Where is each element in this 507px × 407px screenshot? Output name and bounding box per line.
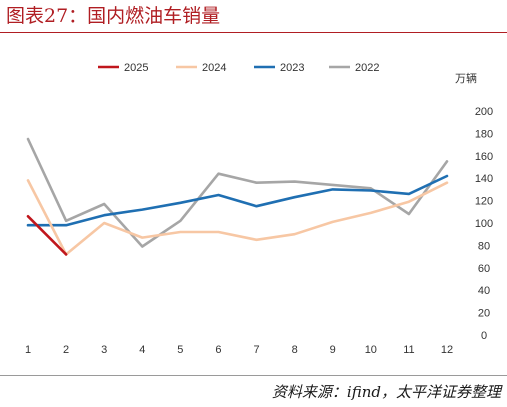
series-line-2024 xyxy=(26,179,449,256)
legend-label: 2024 xyxy=(202,62,226,74)
x-tick-label: 11 xyxy=(403,344,414,356)
legend-item-2025: 2025 xyxy=(98,62,148,74)
y-axis: 0 20 40 60 80 100 120 140 160 180 200 xyxy=(475,106,493,342)
legend-item-2022: 2022 xyxy=(329,62,379,74)
legend-item-2023: 2023 xyxy=(254,62,304,74)
title-divider xyxy=(0,32,507,33)
x-tick-label: 12 xyxy=(441,344,453,356)
y-tick-label: 140 xyxy=(475,173,493,185)
x-tick-label: 4 xyxy=(139,344,145,356)
series-line-2022 xyxy=(26,137,449,248)
series-lines xyxy=(26,137,449,256)
x-tick-label: 8 xyxy=(292,344,298,356)
y-tick-label: 200 xyxy=(475,106,493,118)
x-tick-label: 3 xyxy=(101,344,107,356)
legend-item-2024: 2024 xyxy=(176,62,226,74)
y-tick-label: 160 xyxy=(475,151,493,163)
legend-label: 2025 xyxy=(124,62,148,74)
y-tick-label: 100 xyxy=(475,218,493,230)
y-tick-label: 20 xyxy=(478,308,490,320)
legend-label: 2023 xyxy=(280,62,304,74)
chart-title: 图表27：国内燃油车销量 xyxy=(6,5,221,27)
y-tick-label: 80 xyxy=(478,240,490,252)
series-line-2025 xyxy=(26,215,68,256)
x-tick-label: 7 xyxy=(253,344,259,356)
y-tick-label: 0 xyxy=(481,330,487,342)
x-tick-label: 2 xyxy=(63,344,69,356)
footer-divider xyxy=(0,375,507,376)
x-tick-label: 5 xyxy=(177,344,183,356)
legend-label: 2022 xyxy=(355,62,379,74)
x-tick-label: 1 xyxy=(25,344,31,356)
x-tick-label: 10 xyxy=(365,344,377,356)
y-tick-label: 60 xyxy=(478,263,490,275)
x-axis: 1 2 3 4 5 6 7 8 9 10 11 12 xyxy=(25,344,453,356)
unit-label: 万辆 xyxy=(455,71,477,85)
line-chart: 2025 2024 2023 2022 万辆 02040608010012014016… xyxy=(25,62,493,356)
series-line-2023 xyxy=(26,174,449,227)
y-tick-label: 180 xyxy=(475,128,493,140)
x-tick-label: 6 xyxy=(215,344,221,356)
y-tick-label: 120 xyxy=(475,196,493,208)
x-tick-label: 9 xyxy=(330,344,336,356)
legend: 2025 2024 2023 2022 xyxy=(98,62,379,74)
y-tick-label: 40 xyxy=(478,285,490,297)
source-note: 资料来源：ifind，太平洋证券整理 xyxy=(271,383,501,401)
